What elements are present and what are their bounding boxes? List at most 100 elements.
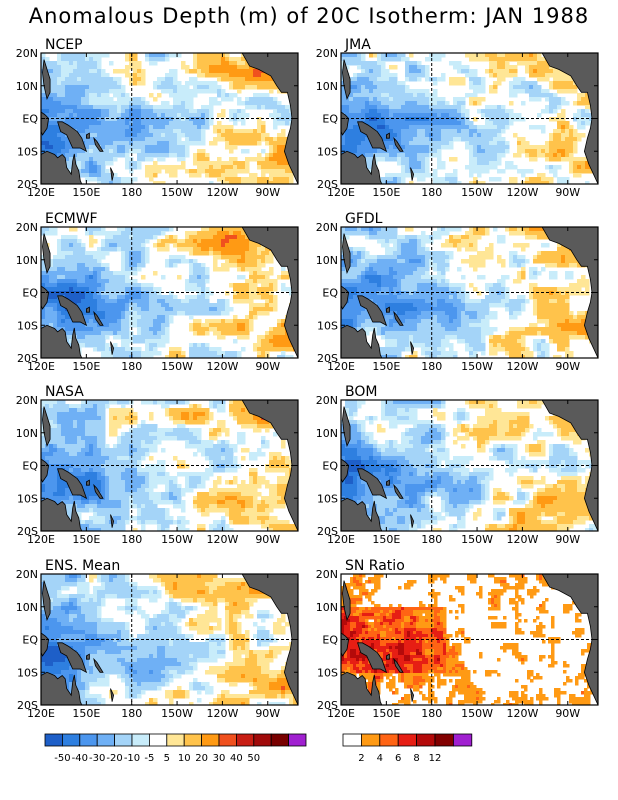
- land-mass: [106, 357, 114, 358]
- land-mass: [341, 671, 383, 705]
- land-mass: [357, 295, 388, 327]
- y-tick-label: 20N: [316, 47, 338, 60]
- x-tick-label: 120W: [206, 186, 238, 199]
- colorbar-swatch: [379, 733, 399, 747]
- y-tick-label: 10N: [316, 601, 338, 614]
- x-tick-label: 150E: [72, 533, 100, 546]
- x-tick-label: 150W: [461, 360, 493, 373]
- land-mass: [106, 183, 114, 184]
- colorbar-label: 8: [413, 753, 419, 764]
- land-mass: [110, 167, 115, 181]
- y-tick-label: 20N: [316, 221, 338, 234]
- y-tick-label: 20S: [17, 699, 38, 712]
- y-tick-label: 10N: [316, 80, 338, 93]
- colorbar-label: -50: [54, 753, 70, 764]
- x-tick-label: 90W: [555, 533, 580, 546]
- land-mass: [341, 111, 350, 136]
- land-mass: [341, 285, 350, 310]
- land-mass: [110, 688, 115, 702]
- y-tick-label: 10N: [16, 80, 38, 93]
- y-tick-label: EQ: [22, 113, 38, 126]
- colorbar-label: 10: [178, 753, 191, 764]
- land-mass: [93, 136, 104, 152]
- land-mass: [110, 341, 115, 355]
- land-mass: [341, 632, 350, 657]
- land-mass: [393, 136, 404, 152]
- colorbar-label: -40: [72, 753, 88, 764]
- land-mass: [341, 97, 342, 100]
- land-mass: [357, 468, 388, 500]
- land-mass: [241, 227, 298, 358]
- y-tick-label: 20S: [317, 178, 338, 191]
- x-tick-label: 180: [121, 186, 142, 199]
- land-mass: [341, 150, 383, 184]
- x-tick-label: 150W: [161, 707, 193, 720]
- y-tick-label: 20S: [317, 525, 338, 538]
- y-tick-label: 10N: [16, 601, 38, 614]
- field-5: [341, 400, 598, 531]
- land-mass: [342, 580, 351, 622]
- panel-frame: [40, 573, 299, 706]
- x-tick-label: 120E: [27, 360, 55, 373]
- field-7: [341, 574, 598, 705]
- x-tick-label: 150W: [161, 533, 193, 546]
- y-tick-label: 20S: [17, 178, 38, 191]
- land-mass: [410, 341, 415, 355]
- y-tick-label: EQ: [22, 634, 38, 647]
- land-mass: [410, 514, 415, 528]
- land-mass: [41, 632, 50, 657]
- y-tick-label: 10N: [16, 254, 38, 267]
- panel-title: JMA: [344, 37, 371, 53]
- x-tick-label: 120W: [206, 707, 238, 720]
- colorbar-label: -5: [144, 753, 154, 764]
- x-tick-label: 90W: [255, 186, 280, 199]
- y-tick-label: 10S: [317, 666, 338, 679]
- land-mass: [41, 618, 42, 621]
- colorbar-swatch: [131, 733, 150, 747]
- land-mass: [342, 233, 351, 275]
- x-tick-label: 120W: [206, 533, 238, 546]
- x-tick-label: 90W: [255, 360, 280, 373]
- land-mass: [57, 468, 88, 500]
- panel-frame: [40, 399, 299, 532]
- x-tick-label: 120E: [27, 533, 55, 546]
- land-mass: [93, 657, 104, 673]
- land-mass: [110, 514, 115, 528]
- panel-title: BOM: [345, 384, 377, 400]
- colorbar-swatch: [235, 733, 255, 747]
- panel-frame: [340, 573, 599, 706]
- colorbar-label: 30: [213, 753, 226, 764]
- colorbar-swatch: [166, 733, 185, 747]
- x-tick-label: 90W: [555, 707, 580, 720]
- field-1: [341, 53, 598, 184]
- panel-frame: [40, 226, 299, 359]
- x-tick-label: 90W: [555, 360, 580, 373]
- x-tick-label: 120W: [506, 533, 538, 546]
- land-mass: [241, 574, 298, 705]
- x-tick-label: 120W: [506, 707, 538, 720]
- y-tick-label: 20S: [17, 525, 38, 538]
- colorbar-label: 40: [230, 753, 243, 764]
- x-tick-label: 120W: [206, 360, 238, 373]
- land-mass: [393, 483, 404, 499]
- y-tick-label: 20S: [317, 699, 338, 712]
- x-tick-label: 120E: [327, 533, 355, 546]
- land-mass: [386, 132, 390, 139]
- colorbar-label: 2: [358, 753, 364, 764]
- colorbar-swatch: [397, 733, 418, 747]
- field-4: [41, 400, 298, 531]
- y-tick-label: 10N: [16, 427, 38, 440]
- land-mass: [86, 132, 90, 139]
- land-mass: [393, 310, 404, 326]
- field-0: [41, 53, 298, 184]
- land-mass: [341, 618, 342, 621]
- land-mass: [406, 183, 414, 184]
- panel-frame: [340, 399, 599, 532]
- land-mass: [342, 406, 351, 448]
- colorbar-label: -10: [124, 753, 140, 764]
- y-tick-label: 10S: [17, 666, 38, 679]
- y-tick-label: 20N: [16, 221, 38, 234]
